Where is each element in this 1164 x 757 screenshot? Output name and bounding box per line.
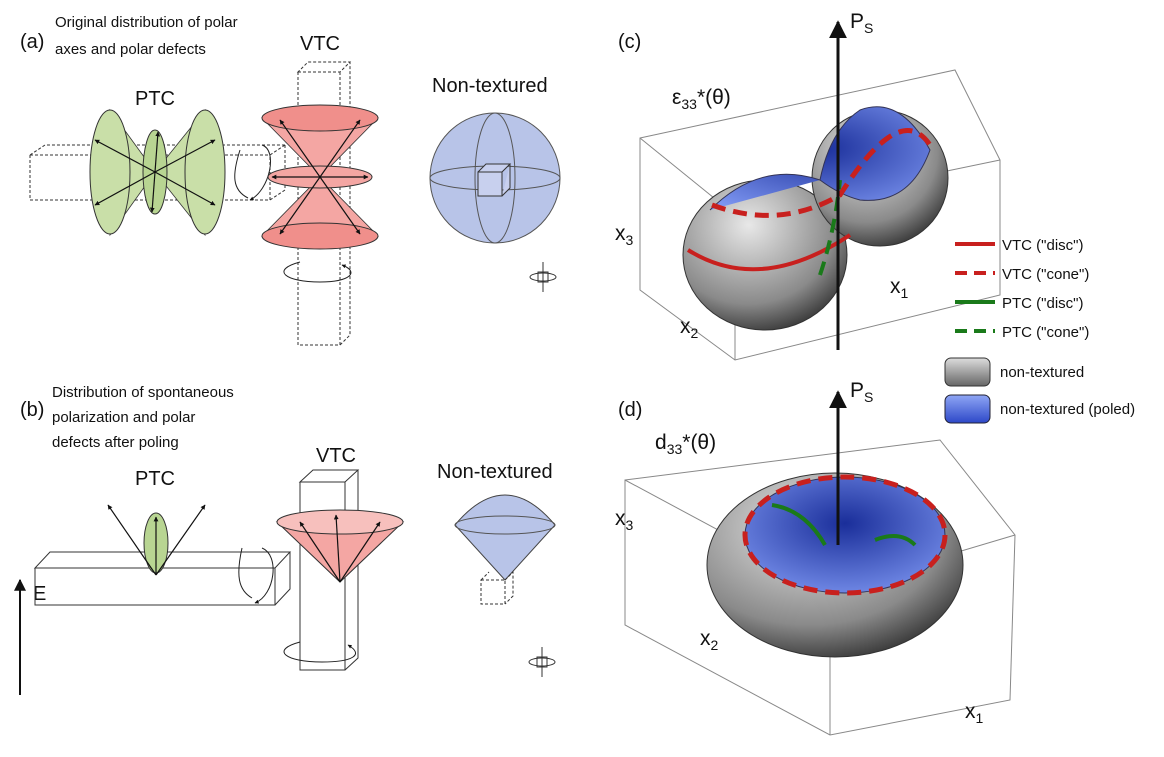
symbol: P [850,10,864,33]
non-textured-label: Non-textured [437,461,553,483]
polarization-label: PS [850,379,873,405]
caption-line: Distribution of spontaneous [52,384,234,401]
rotation-arrow [239,548,273,603]
panel-b: (b) Distribution of spontaneous polariza… [20,384,555,695]
symbol: x [890,275,901,298]
caption-line: Original distribution of polar [55,14,238,31]
legend-label: VTC ("cone") [1002,266,1089,283]
suffix: *(θ) [697,86,731,109]
ptc-cones [90,110,225,235]
caption-line: defects after poling [52,434,179,451]
subscript: 33 [667,441,683,457]
legend-swatch [945,358,990,386]
legend: VTC ("disc") VTC ("cone") PTC ("disc") P… [945,237,1135,423]
quantity-label: d33*(θ) [655,431,716,457]
ptc-label: PTC [135,88,175,110]
vtc-cones [262,105,378,249]
rotation-arrow [235,145,271,200]
sphere [430,113,560,243]
subscript: S [864,389,873,405]
symbol: d [655,431,667,454]
subscript: S [864,20,873,36]
symbol: x [680,315,691,338]
rotation-arrow [284,262,351,282]
axis-label: x3 [615,222,634,248]
poled-cone [455,495,555,580]
polarization-label: PS [850,10,873,36]
ptc-label: PTC [135,468,175,490]
panel-a: (a) Original distribution of polar axes … [20,14,560,345]
symbol: x [615,222,626,245]
suffix: *(θ) [682,431,716,454]
symbol: ε [672,86,681,109]
vtc-cone-top [277,510,403,534]
subscript: 3 [626,517,634,533]
axis-label: x1 [890,275,909,301]
axis-label: x2 [700,627,719,653]
axis-label: x3 [615,507,634,533]
axis-label: x2 [680,315,699,341]
axis-label: x1 [965,700,984,726]
symbol: P [850,379,864,402]
legend-label: PTC ("disc") [1002,295,1083,312]
legend-label: PTC ("cone") [1002,324,1089,341]
vtc-label: VTC [316,445,356,467]
panel-label: (c) [618,31,641,53]
figure: (a) Original distribution of polar axes … [0,0,1164,757]
caption-line: axes and polar defects [55,41,206,58]
vtc-label: VTC [300,33,340,55]
legend-label: non-textured [1000,364,1084,381]
panel-label: (d) [618,399,642,421]
panel-label: (b) [20,399,44,421]
caption-line: polarization and polar [52,409,195,426]
panel-d: (d) PS d33*(θ) x3 x2 x1 [615,379,1015,735]
small-cube [529,647,555,677]
panel-label: (a) [20,31,44,53]
subscript: 2 [691,325,699,341]
legend-label: non-textured (poled) [1000,401,1135,418]
small-cube [530,262,556,292]
symbol: x [615,507,626,530]
symbol: x [965,700,976,723]
subscript: 1 [976,710,984,726]
non-textured-label: Non-textured [432,75,548,97]
legend-label: VTC ("disc") [1002,237,1083,254]
subscript: 3 [626,232,634,248]
quantity-label: ε33*(θ) [672,86,731,112]
legend-swatch [945,395,990,423]
symbol: x [700,627,711,650]
subscript: 2 [711,637,719,653]
panel-c: (c) PS ε33*(θ) x3 x1 x2 [615,10,1000,360]
subscript: 1 [901,285,909,301]
subscript: 33 [681,96,697,112]
